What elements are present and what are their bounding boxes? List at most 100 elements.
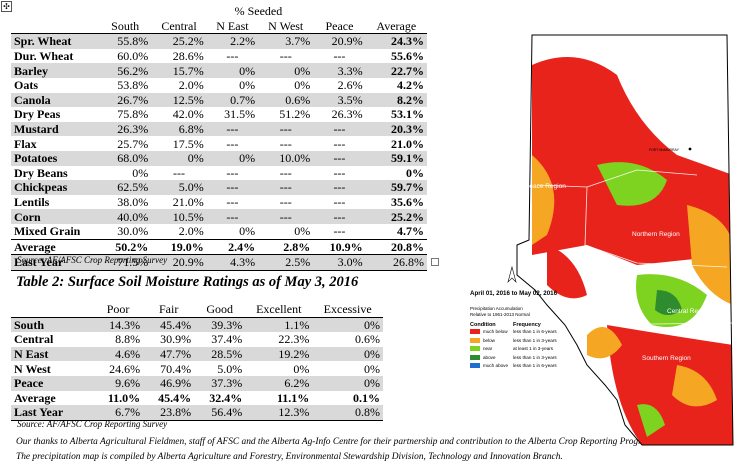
- table-row: Mustard 26.3% 6.8% --- --- --- 20.3%: [11, 121, 427, 137]
- table-cell: 17.5%: [172, 136, 204, 151]
- column-header: Central: [151, 18, 207, 35]
- table-cell: 15.7%: [151, 63, 207, 78]
- table-cell: 3.7%: [258, 33, 314, 49]
- table-cell: 30.9%: [160, 332, 192, 347]
- legend-condition-header: Condition: [470, 321, 496, 328]
- table-cell: 0%: [312, 346, 383, 362]
- precipitation-map: Peace Region Northern Region Central Reg…: [437, 5, 743, 462]
- column-header: N West: [258, 18, 314, 35]
- legend-frequency: less than 1 in 3-years: [513, 354, 557, 360]
- table-cell: 24.3%: [365, 33, 427, 49]
- footnote-map-credit: The precipitation map is compiled by Alb…: [16, 452, 563, 462]
- table-row: Dry Beans 0% --- --- --- --- 0%: [11, 166, 427, 181]
- table-cell: 25.2%: [365, 209, 427, 224]
- table-row: Flax 25.7% 17.5% --- --- --- 21.0%: [11, 136, 427, 151]
- table-cell: ---: [333, 136, 346, 151]
- table-cell: 0.6%: [355, 332, 380, 347]
- row-label: South: [11, 317, 93, 333]
- table-cell: ---: [206, 180, 259, 195]
- table-cell: 59.7%: [365, 180, 427, 195]
- table-cell: 62.5%: [99, 180, 152, 195]
- table-cell: ---: [226, 165, 239, 180]
- table-cell: 46.9%: [143, 375, 195, 391]
- table-cell: 28.5%: [194, 346, 246, 362]
- table-cell: 26.7%: [99, 92, 152, 108]
- legend-frequency: less than 1 in 3-years: [513, 337, 557, 343]
- column-header: Poor: [93, 302, 144, 318]
- seeded-progress-table: % Seeded South Central N East N West Peace Av…: [11, 4, 427, 271]
- table-row: Spr. Wheat 55.8% 25.2% 2.2% 3.7% 20.9% 24.3%: [11, 33, 427, 49]
- table-cell: 8.2%: [365, 92, 427, 108]
- table-cell: ---: [333, 195, 346, 210]
- column-header: South: [99, 18, 152, 35]
- table-cell: ---: [279, 49, 292, 64]
- row-label: Barley: [11, 63, 99, 78]
- table-cell: 68.0%: [99, 150, 152, 166]
- table-cell: 20.9%: [151, 254, 207, 271]
- table-cell: 10.9%: [313, 238, 366, 255]
- legend-condition: much above: [483, 363, 509, 369]
- row-label: Last Year: [11, 405, 93, 421]
- table-cell: 4.7%: [397, 224, 424, 239]
- last-year-row: Last Year 6.7% 23.8% 56.4% 12.3% 0.8%: [11, 405, 383, 421]
- column-header: Excessive: [312, 302, 383, 318]
- legend-swatch: [470, 337, 480, 343]
- legend-frequency: less than 1 in 6-years: [513, 363, 557, 369]
- table-cell: 4.2%: [397, 78, 424, 93]
- table-row: N East 4.6% 47.7% 28.5% 19.2% 0%: [11, 346, 383, 362]
- row-label-header: [11, 302, 93, 318]
- column-header: Good: [194, 302, 246, 318]
- table-cell: 47.7%: [143, 346, 195, 362]
- table1-source: Source: AF/AFSC Crop Reporting Survey: [17, 255, 168, 265]
- table-cell: 19.0%: [151, 238, 207, 255]
- map-label-peace-region: Peace Region: [525, 183, 566, 190]
- footnote-thanks: Our thanks to Alberta Agricultural Field…: [16, 437, 656, 447]
- legend-frequency: at least 1 in 3-years: [513, 346, 554, 352]
- table2-column-header-row: Poor Fair Good Excellent Excessive: [11, 302, 383, 318]
- table-cell: ---: [258, 180, 314, 195]
- table-cell: ---: [206, 209, 259, 224]
- table-cell: 0.7%: [206, 92, 259, 108]
- table-move-handle-icon[interactable]: ✣: [1, 1, 12, 12]
- table-cell: 0%: [312, 317, 383, 333]
- table-cell: 0.8%: [312, 405, 383, 421]
- table-cell: 75.8%: [117, 107, 149, 122]
- table-cell: 0.1%: [353, 390, 380, 405]
- table-cell: 20.8%: [365, 238, 427, 255]
- table-cell: 56.4%: [194, 405, 246, 421]
- table-cell: ---: [333, 165, 346, 180]
- legend-item: much below less than 1 in 6-years: [470, 328, 600, 337]
- row-label: Mustard: [11, 121, 99, 137]
- row-label: Mixed Grain: [14, 224, 81, 239]
- table-cell: 5.0%: [151, 180, 207, 195]
- table-cell: 45.4%: [158, 390, 192, 405]
- table-cell: 12.5%: [151, 92, 207, 108]
- table-row: N West 24.6% 70.4% 5.0% 0% 0%: [11, 361, 383, 376]
- table-cell: 6.8%: [151, 121, 207, 137]
- map-subtitle-line2: Relative to 1961-2013 Normal: [470, 311, 530, 317]
- legend-swatch: [470, 346, 480, 352]
- table1-resize-handle[interactable]: [431, 258, 439, 266]
- table-cell: 3.5%: [313, 92, 366, 108]
- table-cell: ---: [313, 180, 366, 195]
- map-date-range: April 01, 2016 to May 02, 2016: [470, 290, 558, 297]
- map-label-fort-mcmurray: FORT McMURRAY: [649, 148, 680, 152]
- column-header: Average: [365, 18, 427, 35]
- legend-item: below less than 1 in 3-years: [470, 336, 600, 345]
- table1-group-header-row: % Seeded: [11, 4, 427, 19]
- table-cell: 0%: [151, 150, 207, 166]
- table-cell: 56.2%: [99, 63, 152, 78]
- table-cell: 25.2%: [151, 33, 207, 49]
- row-label: Lentils: [14, 195, 50, 210]
- table-cell: 32.4%: [209, 390, 243, 405]
- table-cell: 0%: [239, 78, 256, 93]
- map-subtitle-line1: Precipitation Accumulation: [470, 305, 523, 311]
- table-cell: 42.0%: [172, 107, 204, 122]
- table-cell: 37.3%: [194, 375, 246, 391]
- table-cell: 4.6%: [93, 346, 144, 362]
- table-cell: ---: [333, 49, 346, 64]
- table-cell: 2.6%: [337, 78, 363, 93]
- row-label: Chickpeas: [11, 180, 99, 195]
- table2-source: Source: AF/AFSC Crop Reporting Survey: [17, 419, 168, 429]
- table-row: Mixed Grain 30.0% 2.0% 0% 0% --- 4.7%: [11, 224, 427, 239]
